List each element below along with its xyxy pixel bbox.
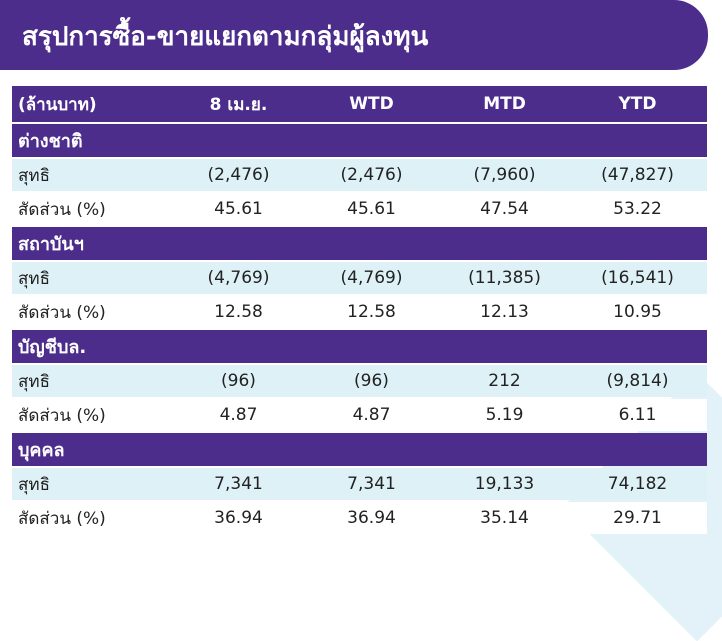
section-row-foreign: ต่างชาติ bbox=[12, 124, 707, 157]
cell: 29.71 bbox=[613, 508, 662, 528]
cell: (96) bbox=[221, 371, 256, 391]
investor-summary-table: (ล้านบาท) 8 เม.ย. WTD MTD YTD ต่างชาติ ส… bbox=[12, 86, 707, 536]
row-label: สุทธิ bbox=[18, 474, 50, 495]
cell: 45.61 bbox=[347, 199, 396, 219]
cell: 53.22 bbox=[613, 199, 662, 219]
cell: (11,385) bbox=[468, 268, 541, 288]
header-col-ytd: YTD bbox=[618, 94, 657, 114]
section-row-individuals: บุคคล bbox=[12, 433, 707, 466]
cell: 35.14 bbox=[480, 508, 529, 528]
title-banner: สรุปการซื้อ-ขายแยกตามกลุ่มผู้ลงทุน bbox=[0, 0, 708, 70]
cell: (7,960) bbox=[473, 165, 536, 185]
cell: 74,182 bbox=[607, 474, 668, 494]
section-label: บุคคล bbox=[18, 440, 65, 461]
cell: (96) bbox=[354, 371, 389, 391]
table-row: สัดส่วน (%) 12.58 12.58 12.13 10.95 bbox=[12, 296, 707, 328]
table-row: สุทธิ (2,476) (2,476) (7,960) (47,827) bbox=[12, 159, 707, 191]
table-row: สัดส่วน (%) 4.87 4.87 5.19 6.11 bbox=[12, 399, 707, 431]
section-row-institutions: สถาบันฯ bbox=[12, 227, 707, 260]
header-col-mtd: MTD bbox=[483, 94, 526, 114]
row-label: สัดส่วน (%) bbox=[18, 508, 106, 529]
row-label: สุทธิ bbox=[18, 165, 50, 186]
cell: 12.58 bbox=[214, 302, 263, 322]
cell: 12.58 bbox=[347, 302, 396, 322]
header-col-wtd: WTD bbox=[349, 94, 394, 114]
cell: 45.61 bbox=[214, 199, 263, 219]
table-header-row: (ล้านบาท) 8 เม.ย. WTD MTD YTD bbox=[12, 86, 707, 122]
cell: 4.87 bbox=[219, 405, 258, 425]
header-col-date: 8 เม.ย. bbox=[209, 94, 268, 115]
cell: 47.54 bbox=[480, 199, 529, 219]
cell: 6.11 bbox=[618, 405, 657, 425]
cell: (9,814) bbox=[606, 371, 669, 391]
row-label: สัดส่วน (%) bbox=[18, 199, 106, 220]
section-row-proprietary: บัญชีบล. bbox=[12, 330, 707, 363]
cell: 12.13 bbox=[480, 302, 529, 322]
cell: (47,827) bbox=[601, 165, 674, 185]
table-row: สุทธิ 7,341 7,341 19,133 74,182 bbox=[12, 468, 707, 500]
table-row: สุทธิ (4,769) (4,769) (11,385) (16,541) bbox=[12, 262, 707, 294]
cell: 19,133 bbox=[474, 474, 535, 494]
cell: (16,541) bbox=[601, 268, 674, 288]
page-title: สรุปการซื้อ-ขายแยกตามกลุ่มผู้ลงทุน bbox=[22, 22, 429, 52]
row-label: สุทธิ bbox=[18, 268, 50, 289]
cell: 5.19 bbox=[485, 405, 524, 425]
cell: 7,341 bbox=[347, 474, 396, 494]
cell: 10.95 bbox=[613, 302, 662, 322]
table-row: สัดส่วน (%) 45.61 45.61 47.54 53.22 bbox=[12, 193, 707, 225]
cell: 212 bbox=[488, 371, 521, 391]
cell: (4,769) bbox=[207, 268, 270, 288]
cell: (2,476) bbox=[340, 165, 403, 185]
cell: 7,341 bbox=[214, 474, 263, 494]
cell: 4.87 bbox=[352, 405, 391, 425]
section-label: สถาบันฯ bbox=[18, 234, 84, 255]
cell: (4,769) bbox=[340, 268, 403, 288]
section-label: บัญชีบล. bbox=[18, 337, 87, 358]
cell: (2,476) bbox=[207, 165, 270, 185]
table-row: สัดส่วน (%) 36.94 36.94 35.14 29.71 bbox=[12, 502, 707, 534]
cell: 36.94 bbox=[347, 508, 396, 528]
header-unit: (ล้านบาท) bbox=[18, 94, 97, 115]
section-label: ต่างชาติ bbox=[18, 131, 83, 152]
table-row: สุทธิ (96) (96) 212 (9,814) bbox=[12, 365, 707, 397]
row-label: สัดส่วน (%) bbox=[18, 405, 106, 426]
row-label: สุทธิ bbox=[18, 371, 50, 392]
cell: 36.94 bbox=[214, 508, 263, 528]
row-label: สัดส่วน (%) bbox=[18, 302, 106, 323]
